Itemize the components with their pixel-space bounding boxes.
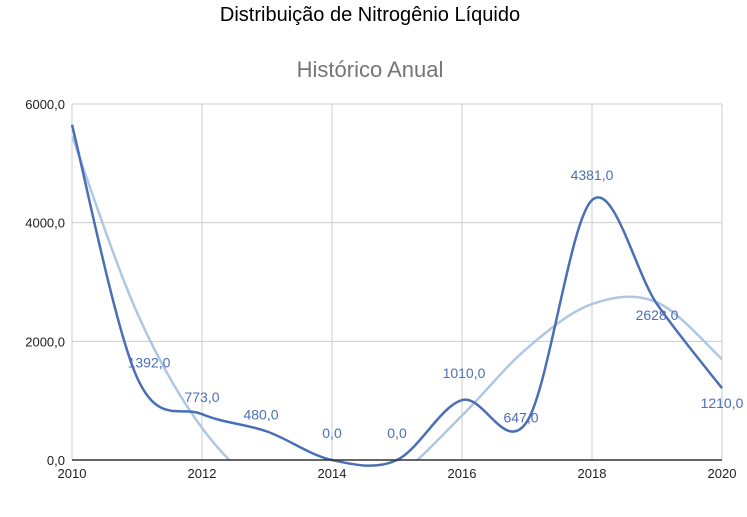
data-label: 2628,0: [636, 307, 679, 323]
gridlines: [71, 103, 723, 460]
y-axis-ticks: 0,0 2000,0 4000,0 6000,0: [25, 97, 65, 468]
x-tick-label: 2014: [318, 466, 347, 481]
page-title: Distribuição de Nitrogênio Líquido: [219, 4, 521, 26]
data-label: 4381,0: [571, 167, 614, 183]
x-tick-label: 2016: [448, 466, 477, 481]
data-label: 480,0: [243, 407, 278, 423]
y-tick-label: 4000,0: [25, 216, 65, 231]
data-label: 647,0: [503, 410, 538, 426]
x-tick-label: 2018: [578, 466, 607, 481]
x-tick-label: 2010: [58, 466, 87, 481]
y-tick-label: 0,0: [47, 453, 65, 468]
y-tick-label: 6000,0: [25, 97, 65, 112]
chart-title: Histórico Anual: [297, 57, 444, 82]
trendline: [72, 135, 722, 460]
data-label: 0,0: [387, 425, 407, 441]
x-tick-label: 2020: [708, 466, 737, 481]
data-label: 1010,0: [443, 365, 486, 381]
data-label: 1392,0: [128, 354, 171, 370]
data-label: 1210,0: [701, 395, 744, 411]
x-tick-label: 2012: [188, 466, 217, 481]
y-tick-label: 2000,0: [25, 334, 65, 349]
data-labels: 1392,0 773,0 480,0 0,0 0,0 1010,0 647,0 4381,0 2…: [128, 167, 744, 441]
series-line: [70, 124, 723, 467]
data-label: 0,0: [322, 425, 342, 441]
data-label: 773,0: [184, 389, 219, 405]
x-axis-ticks: 2010 2012 2014 2016 2018 2020: [58, 466, 737, 481]
